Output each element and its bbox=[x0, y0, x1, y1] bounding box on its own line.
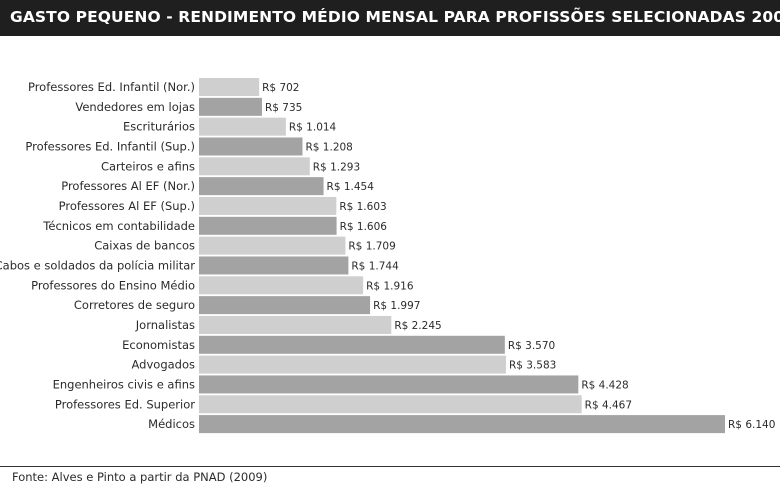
value-label: R$ 4.467 bbox=[585, 399, 632, 411]
category-label: Corretores de seguro bbox=[74, 298, 195, 312]
value-label: R$ 2.245 bbox=[394, 320, 441, 332]
value-label: R$ 1.709 bbox=[348, 241, 395, 253]
category-label: Técnicos em contabilidade bbox=[42, 219, 195, 233]
value-label: R$ 1.916 bbox=[366, 280, 414, 292]
bar bbox=[199, 276, 364, 295]
title-bar: GASTO PEQUENO - RENDIMENTO MÉDIO MENSAL … bbox=[0, 0, 780, 36]
bar bbox=[199, 216, 337, 235]
value-label: R$ 4.428 bbox=[581, 379, 628, 391]
bar bbox=[199, 196, 337, 215]
category-label: Caixas de bancos bbox=[94, 239, 195, 253]
category-label: Professores do Ensino Médio bbox=[31, 278, 195, 292]
bar bbox=[199, 177, 324, 196]
value-label: R$ 6.140 bbox=[728, 419, 775, 431]
category-label: Professores Ed. Infantil (Nor.) bbox=[28, 80, 195, 94]
value-label: R$ 1.014 bbox=[289, 122, 337, 134]
value-label: R$ 1.606 bbox=[340, 221, 388, 233]
source-note: Fonte: Alves e Pinto a partir da PNAD (2… bbox=[12, 470, 268, 484]
value-label: R$ 1.997 bbox=[373, 300, 420, 312]
category-label: Engenheiros civis e afins bbox=[53, 377, 195, 391]
bar bbox=[199, 236, 346, 255]
value-label: R$ 1.454 bbox=[327, 181, 375, 193]
value-label: R$ 735 bbox=[265, 102, 302, 114]
bar bbox=[199, 335, 505, 354]
footer-divider bbox=[0, 466, 780, 467]
bar bbox=[199, 296, 371, 315]
bar bbox=[199, 315, 392, 334]
category-label: Advogados bbox=[132, 358, 195, 372]
value-label: R$ 1.293 bbox=[313, 161, 360, 173]
category-label: Médicos bbox=[148, 417, 195, 431]
category-label: Vendedores em lojas bbox=[75, 100, 195, 114]
category-label: Professores Al EF (Sup.) bbox=[59, 199, 195, 213]
category-label: Cabos e soldados da polícia militar bbox=[0, 258, 195, 272]
category-label: Escriturários bbox=[123, 120, 195, 134]
category-label: Professores Al EF (Nor.) bbox=[61, 179, 195, 193]
value-label: R$ 3.583 bbox=[509, 360, 556, 372]
chart-title: GASTO PEQUENO - RENDIMENTO MÉDIO MENSAL … bbox=[10, 8, 780, 26]
bar bbox=[199, 375, 579, 394]
bar bbox=[199, 256, 349, 275]
bar bbox=[199, 355, 506, 374]
category-label: Carteiros e afins bbox=[101, 159, 195, 173]
value-label: R$ 3.570 bbox=[508, 340, 555, 352]
category-label: Professores Ed. Superior bbox=[55, 397, 195, 411]
value-label: R$ 1.603 bbox=[339, 201, 386, 213]
bar bbox=[199, 78, 260, 96]
bar bbox=[199, 395, 582, 414]
category-label: Professores Ed. Infantil (Sup.) bbox=[25, 139, 195, 153]
category-label: Economistas bbox=[122, 338, 195, 352]
bar bbox=[199, 157, 310, 176]
value-label: R$ 1.208 bbox=[305, 141, 352, 153]
bar bbox=[199, 117, 286, 136]
category-label: Jornalistas bbox=[135, 318, 195, 332]
bar bbox=[199, 415, 725, 434]
value-label: R$ 1.744 bbox=[351, 260, 399, 272]
bar bbox=[199, 97, 262, 116]
value-label: R$ 702 bbox=[262, 82, 299, 94]
bar bbox=[199, 137, 303, 156]
